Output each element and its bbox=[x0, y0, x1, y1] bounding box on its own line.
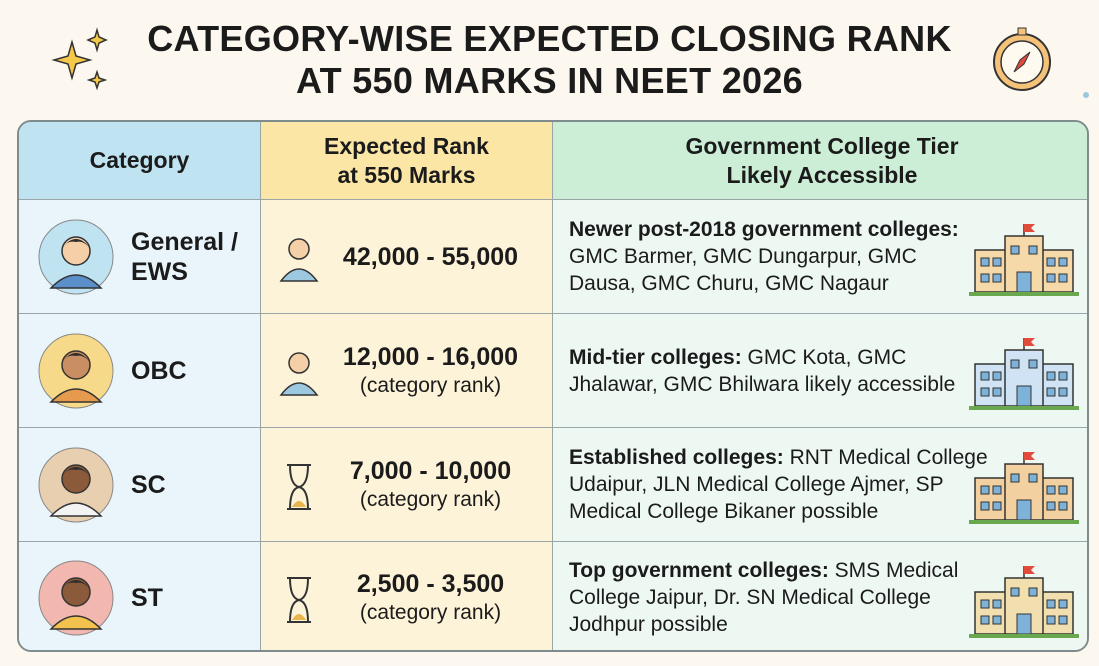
header-line: Likely Accessible bbox=[726, 161, 918, 188]
rank-icon bbox=[287, 576, 311, 623]
rank: 2,500 - 3,500 bbox=[356, 569, 505, 598]
tier-cell: Mid-tier colleges: GMC Kota, GMC Jhalawa… bbox=[553, 314, 1087, 428]
column-header: Expected Rank at 550 Marks bbox=[261, 122, 553, 200]
tier-cell: Newer post-2018 government colleges: GMC… bbox=[553, 200, 1087, 314]
rank: 7,000 - 10,000 bbox=[349, 456, 512, 485]
header-line: at 550 Marks bbox=[337, 161, 476, 188]
rank: 42,000 - 55,000 bbox=[342, 242, 519, 271]
tier-heading: Established colleges: bbox=[569, 446, 784, 469]
building-icon bbox=[969, 452, 1079, 524]
avatar-icon bbox=[38, 447, 114, 522]
category-cell: OBC bbox=[19, 314, 261, 428]
rank-note: (category rank) bbox=[359, 373, 502, 397]
rank: 12,000 - 16,000 bbox=[342, 342, 519, 371]
tier-text: GMC Barmer, GMC Dungarpur, GMC Dausa, GM… bbox=[569, 245, 917, 295]
tier-text: GMC Kota, GMC Jhalawar, GMC Bhilwara lik… bbox=[569, 345, 956, 396]
tier-text: SMS Medical College Jaipur, Dr. SN Medic… bbox=[569, 559, 959, 636]
title-line: AT 550 MARKS IN NEET 2026 bbox=[296, 60, 803, 101]
table: Category Expected Rank at 550 Marks Governm… bbox=[17, 120, 1089, 652]
title: CATEGORY-WISE EXPECTED CLOSING RANK AT 55… bbox=[0, 18, 1099, 102]
rank-cell: 7,000 - 10,000 (category rank) bbox=[261, 428, 553, 542]
tier: Mid-tier colleges: GMC Kota, GMC Jhalawa… bbox=[569, 344, 989, 398]
building-icon bbox=[969, 224, 1079, 296]
tier: Top government colleges: SMS Medical Col… bbox=[569, 557, 989, 638]
tier-cell: Top government colleges: SMS Medical Col… bbox=[553, 542, 1087, 650]
rank-block: 7,000 - 10,000 (category rank) bbox=[323, 456, 552, 514]
tier-heading: Newer post-2018 government colleges: bbox=[569, 218, 959, 241]
title-line: CATEGORY-WISE EXPECTED CLOSING RANK bbox=[147, 18, 952, 59]
avatar-icon bbox=[38, 333, 114, 408]
tier: Newer post-2018 government colleges: GMC… bbox=[569, 216, 989, 297]
avatar-icon bbox=[38, 560, 114, 635]
rank-block: 12,000 - 16,000 (category rank) bbox=[323, 342, 552, 400]
rank-icon bbox=[287, 463, 311, 510]
rank-cell: 12,000 - 16,000 (category rank) bbox=[261, 314, 553, 428]
rank-cell: 2,500 - 3,500 (category rank) bbox=[261, 542, 553, 650]
tier: Established colleges: RNT Medical Colleg… bbox=[569, 444, 989, 525]
tier-cell: Established colleges: RNT Medical Colleg… bbox=[553, 428, 1087, 542]
category: ST bbox=[131, 583, 163, 612]
category-cell: General / EWS bbox=[19, 200, 261, 314]
rank-note: (category rank) bbox=[359, 487, 502, 511]
tier-heading: Top government colleges: bbox=[569, 559, 829, 582]
header-line: Government College Tier bbox=[685, 132, 959, 159]
header-line: Category bbox=[89, 147, 190, 173]
category: General / EWS bbox=[131, 227, 238, 286]
rank-note: (category rank) bbox=[359, 600, 502, 624]
category: OBC bbox=[131, 356, 187, 385]
header-line: Expected Rank bbox=[324, 132, 489, 159]
avatar-icon bbox=[38, 219, 114, 294]
tier-text: RNT Medical College Udaipur, JLN Medical… bbox=[569, 446, 988, 523]
rank-block: 42,000 - 55,000 bbox=[323, 242, 552, 272]
building-icon bbox=[969, 566, 1079, 638]
rank-block: 2,500 - 3,500 (category rank) bbox=[323, 569, 552, 627]
column-header: Category bbox=[19, 122, 261, 200]
category-cell: SC bbox=[19, 428, 261, 542]
tier-heading: Mid-tier colleges: bbox=[569, 345, 742, 369]
category-cell: ST bbox=[19, 542, 261, 650]
building-icon bbox=[969, 338, 1079, 410]
rank-icon bbox=[279, 237, 319, 282]
decorations bbox=[51, 27, 1089, 98]
rank-icon bbox=[279, 351, 319, 396]
category: SC bbox=[131, 470, 166, 499]
rank-cell: 42,000 - 55,000 bbox=[261, 200, 553, 314]
column-header: Government College Tier Likely Accessible bbox=[553, 122, 1087, 200]
